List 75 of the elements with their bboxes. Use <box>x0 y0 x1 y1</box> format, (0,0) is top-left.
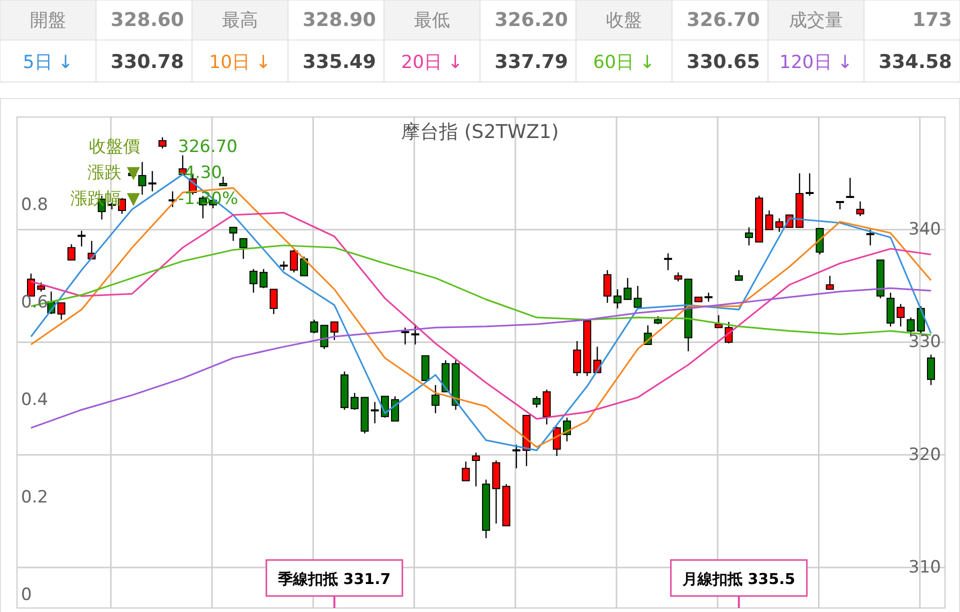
text: 173 <box>912 9 952 31</box>
candlestick <box>927 354 935 386</box>
candlestick <box>734 270 743 281</box>
candlestick <box>138 161 146 196</box>
candlestick <box>260 268 268 289</box>
candlestick <box>916 306 925 334</box>
y2-tick-label: 320 <box>908 444 941 465</box>
candlestick <box>57 302 66 320</box>
candlestick <box>67 244 76 261</box>
candlestick <box>714 314 723 328</box>
text: 60日 <box>593 52 634 73</box>
candlestick <box>603 270 612 304</box>
text: 335.49 <box>302 51 376 73</box>
annotation: 326.70 <box>178 137 238 157</box>
text: 330.78 <box>110 51 184 73</box>
y-tick-label: 0.4 <box>21 390 48 410</box>
text: 330.65 <box>686 51 760 73</box>
text: ↓ <box>250 52 271 73</box>
candlestick <box>37 282 46 292</box>
y-tick-label: 0.2 <box>21 487 48 508</box>
candlestick <box>229 226 238 242</box>
text: 326.70 <box>686 9 760 31</box>
text: 開盤 <box>30 10 66 31</box>
text: 最低 <box>414 10 450 31</box>
candlestick <box>330 321 338 341</box>
text: 最高 <box>222 10 258 31</box>
candlestick <box>896 303 905 328</box>
y-tick-label: 0 <box>21 584 32 605</box>
candlestick <box>350 392 359 410</box>
text: 328.90 <box>302 9 376 31</box>
chart-title: 摩台指 (S2TWZ1) <box>401 121 559 143</box>
candlestick <box>614 288 622 310</box>
candlestick <box>744 226 753 246</box>
annotation: 季線扣抵 331.7 <box>277 570 391 588</box>
text: 成交量 <box>789 10 843 31</box>
annotation: 月線扣抵 335.5 <box>682 570 796 588</box>
candlestick <box>310 319 318 334</box>
candlestick <box>320 324 328 350</box>
candlestick <box>573 340 582 377</box>
candlestick <box>775 218 784 232</box>
text: 20日 <box>401 52 442 73</box>
candlestick <box>674 272 682 282</box>
candlestick <box>300 256 308 276</box>
y2-tick-label: 310 <box>908 557 941 578</box>
candlestick <box>219 176 228 186</box>
text: 326.20 <box>494 9 568 31</box>
y2-tick-label: 330 <box>908 332 941 352</box>
y-tick-label: 0.8 <box>21 194 48 215</box>
candlestick <box>431 384 440 414</box>
text: 337.79 <box>494 51 568 73</box>
text: 5日 <box>22 52 52 73</box>
candlestick <box>239 238 248 260</box>
candlestick <box>472 452 480 487</box>
candlestick <box>290 249 298 274</box>
text: ↓ <box>52 52 74 73</box>
candlestick <box>624 277 632 300</box>
candlestick <box>462 461 470 482</box>
text: 10日 <box>209 52 250 73</box>
text: ↓ <box>832 52 853 73</box>
text: ↓ <box>634 52 655 73</box>
text: 328.60 <box>110 9 184 31</box>
text: 334.58 <box>878 51 952 73</box>
candlestick <box>826 275 834 290</box>
candlestick <box>532 396 541 408</box>
candlestick <box>158 136 166 150</box>
candlestick <box>856 200 864 217</box>
y2-tick-label: 340 <box>908 220 941 240</box>
text: 120日 <box>779 52 832 73</box>
candlestick <box>270 288 278 315</box>
text: ↓ <box>442 52 463 73</box>
candlestick <box>765 210 774 230</box>
annotation: 收盤價 <box>89 137 140 157</box>
candlestick <box>634 285 642 308</box>
candlestick <box>249 268 258 294</box>
text: 收盤 <box>606 10 642 31</box>
